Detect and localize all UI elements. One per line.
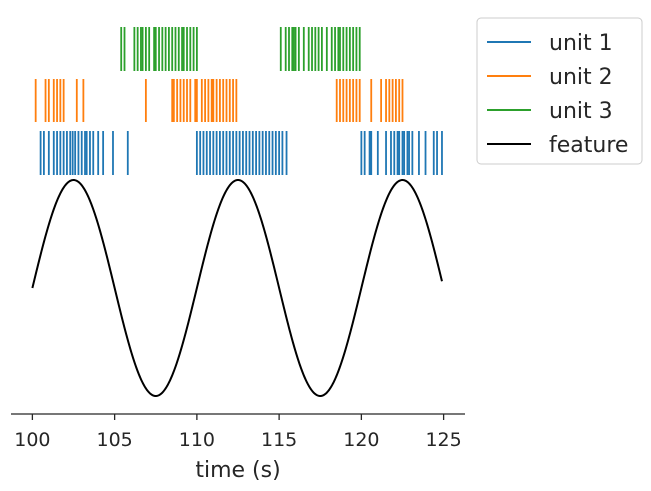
legend-label-unit-3: unit 3 (549, 99, 613, 124)
x-tick-label-125: 125 (425, 429, 461, 451)
legend: unit 1 unit 2 unit 3 feature (476, 17, 643, 165)
x-axis: 100 105 110 115 120 125 time (s) (11, 413, 465, 483)
legend-items: unit 1 unit 2 unit 3 feature (487, 31, 628, 158)
legend-box (476, 17, 643, 165)
x-tick-label-115: 115 (261, 429, 297, 451)
x-tick-label-120: 120 (343, 429, 379, 451)
x-tick-label-105: 105 (96, 429, 132, 451)
x-tick-label-100: 100 (14, 429, 50, 451)
legend-label-unit-1: unit 1 (549, 31, 613, 56)
legend-label-unit-2: unit 2 (549, 65, 613, 90)
feature-line (31, 178, 443, 397)
spike-raster (34, 27, 443, 175)
legend-label-feature: feature (549, 133, 628, 158)
x-tick-label-110: 110 (179, 429, 215, 451)
x-axis-label: time (s) (195, 458, 280, 483)
plot-area (31, 27, 443, 397)
x-ticks: 100 105 110 115 120 125 (14, 414, 462, 451)
